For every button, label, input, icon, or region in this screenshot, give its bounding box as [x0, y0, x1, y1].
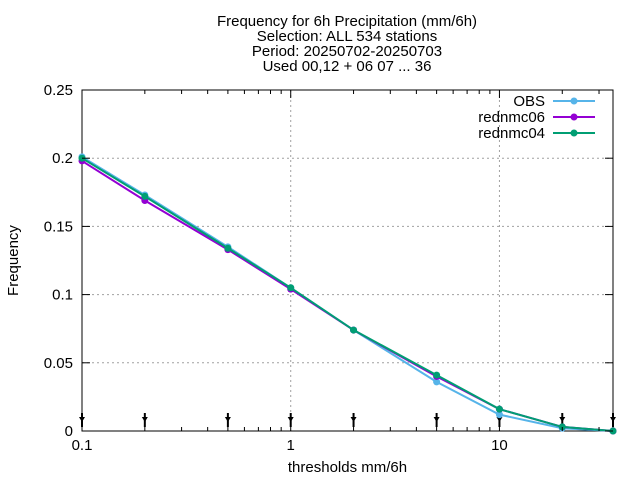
series-group: [78, 153, 617, 435]
y-tick-label: 0.2: [52, 150, 73, 167]
y-tick-label: 0.15: [44, 218, 73, 235]
x-axis-label: thresholds mm/6h: [288, 459, 407, 476]
data-point-rednmc04: [558, 423, 566, 431]
title-line: Period: 20250702-20250703: [252, 43, 442, 60]
legend-label: rednmc06: [478, 109, 545, 126]
data-point-rednmc04: [433, 371, 441, 379]
data-point-rednmc04: [287, 284, 295, 292]
legend-swatch-point: [570, 113, 578, 121]
threshold-marker-head: [559, 417, 566, 422]
y-tick-label: 0.25: [44, 82, 73, 99]
y-axis-label: Frequency: [5, 225, 22, 296]
data-point-rednmc04: [141, 192, 149, 200]
y-tick-label: 0.05: [44, 355, 73, 372]
title-line: Frequency for 6h Precipitation (mm/6h): [217, 13, 477, 30]
threshold-marker-head: [433, 417, 440, 422]
threshold-marker-head: [287, 417, 294, 422]
threshold-marker-head: [496, 417, 503, 422]
x-axis-ticks: 0.1 1 10: [72, 90, 600, 454]
legend-swatch-point: [570, 129, 578, 137]
y-tick-label: 0.1: [52, 287, 73, 304]
series-line-rednmc06: [81, 160, 614, 432]
chart-title: Frequency for 6h Precipitation (mm/6h)Se…: [217, 13, 477, 75]
title-line: Selection: ALL 534 stations: [257, 28, 437, 45]
data-point-OBS: [495, 411, 503, 419]
threshold-marker-head: [79, 417, 85, 422]
legend-label: OBS: [513, 93, 545, 110]
y-axis-ticks: 0 0.05 0.1 0.15 0.2 0.25: [44, 82, 613, 440]
x-tick-label: 0.1: [72, 437, 93, 454]
series-line-OBS: [81, 155, 614, 432]
grid-lines: [82, 90, 613, 431]
data-point-rednmc04: [495, 405, 503, 413]
threshold-marker-head: [350, 417, 357, 422]
legend-swatch-point: [570, 97, 578, 105]
y-tick-label: 0: [65, 423, 73, 440]
data-point-OBS: [433, 378, 441, 386]
title-line: Used 00,12 + 06 07 ... 36: [263, 58, 432, 75]
threshold-marker-head: [224, 417, 231, 422]
threshold-marker-head: [610, 417, 616, 422]
plot-frame: [81, 89, 614, 432]
threshold-marker-head: [141, 417, 148, 422]
x-tick-label: 1: [287, 437, 295, 454]
data-point-rednmc04: [224, 244, 232, 252]
legend-label: rednmc04: [478, 125, 545, 142]
x-tick-label: 10: [491, 437, 508, 454]
data-point-rednmc04: [350, 326, 358, 334]
